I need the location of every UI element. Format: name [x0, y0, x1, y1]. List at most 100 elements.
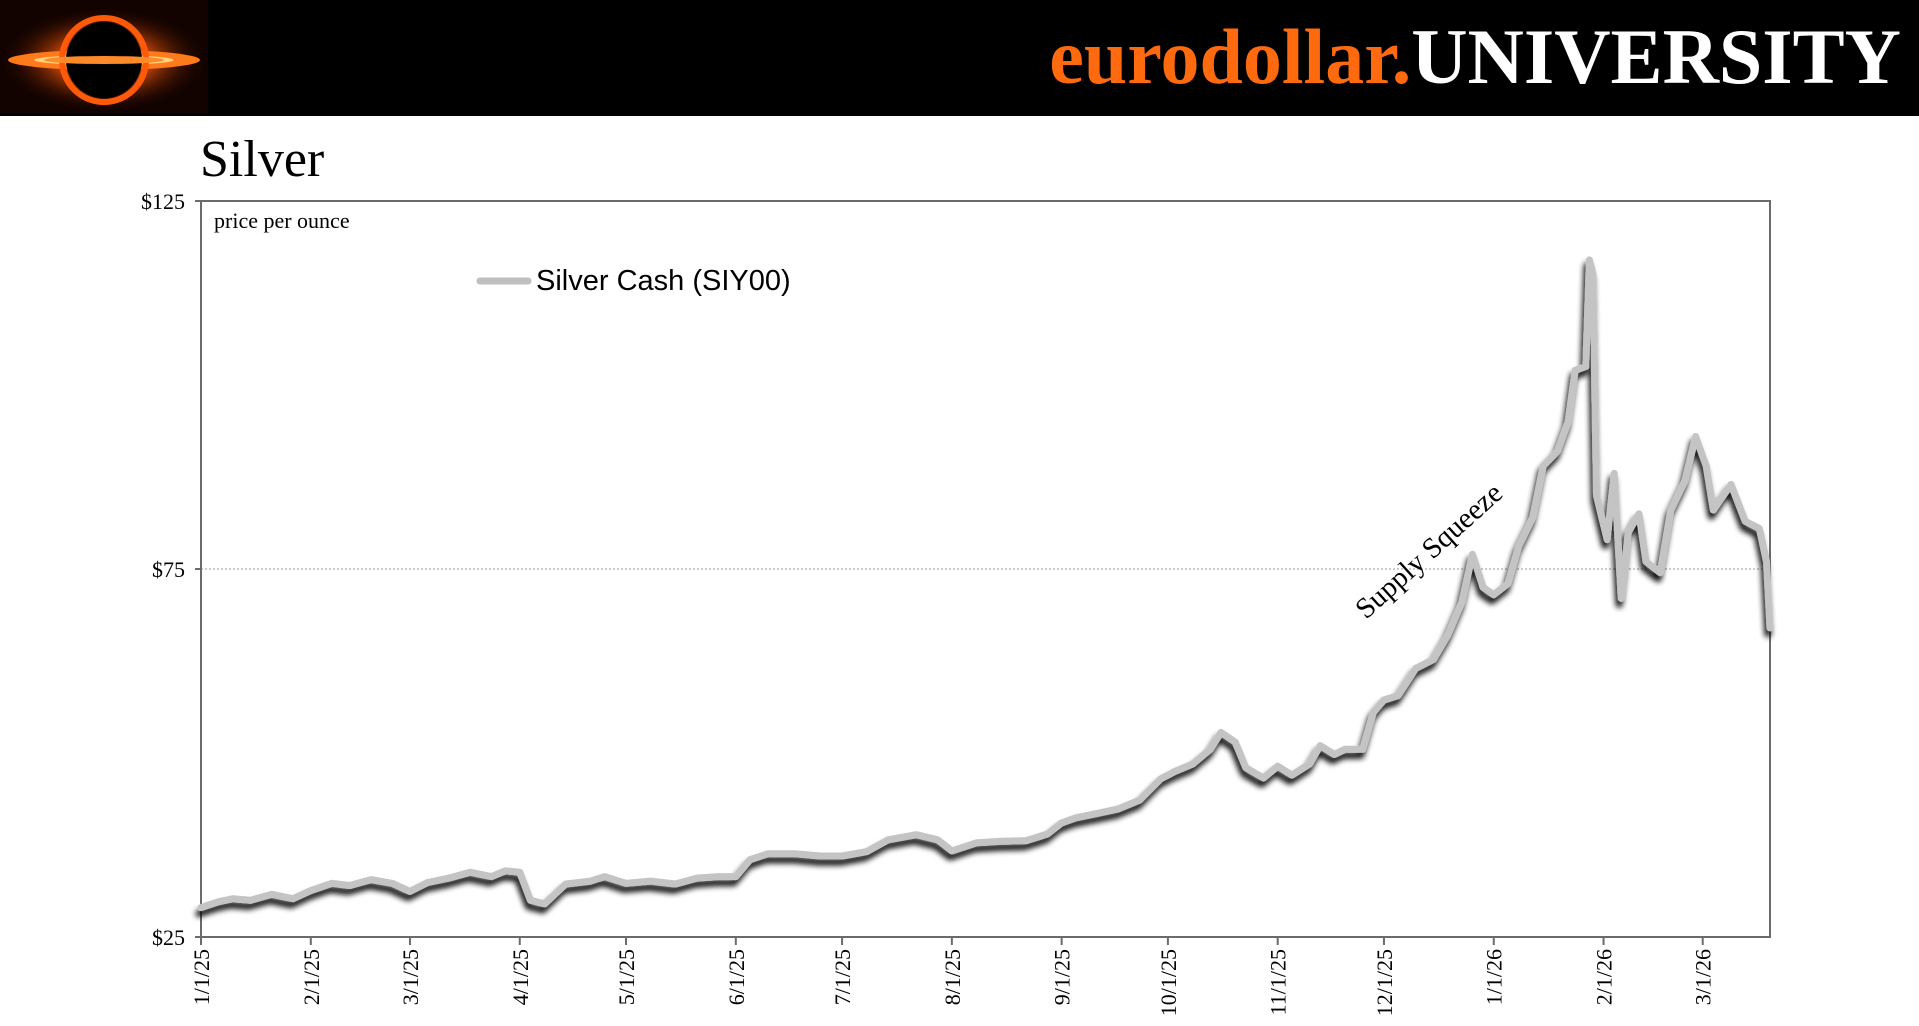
data-point: [229, 895, 236, 902]
data-point: [1742, 518, 1749, 525]
data-point: [1572, 367, 1579, 374]
data-point: [1094, 810, 1101, 817]
data-point: [1317, 742, 1324, 749]
data-point: [1480, 584, 1487, 591]
data-point: [793, 850, 799, 857]
data-point: [1342, 746, 1348, 753]
legend: Silver Cash (SIY00): [476, 265, 791, 297]
data-point: [1023, 837, 1030, 844]
data-point: [1490, 591, 1497, 598]
x-tick-label: 11/1/25: [1266, 949, 1291, 1015]
data-point: [1469, 551, 1476, 558]
data-point: [715, 873, 722, 880]
data-point: [1288, 772, 1295, 779]
data-point: [764, 850, 771, 857]
data-point: [998, 838, 1005, 845]
x-tick-label: 5/1/25: [614, 949, 639, 1005]
data-point: [1207, 746, 1214, 753]
data-point: [1458, 599, 1465, 606]
y-tick-label: $75: [152, 557, 185, 582]
x-tick-label: 9/1/25: [1050, 949, 1075, 1005]
data-point: [1643, 558, 1649, 565]
data-point: [647, 878, 654, 885]
data-point: [290, 895, 297, 902]
data-point: [1515, 543, 1522, 550]
data-point: [1058, 819, 1065, 826]
x-tick-label: 1/1/25: [189, 949, 214, 1005]
data-point: [948, 847, 955, 854]
data-point: [934, 836, 941, 843]
data-point: [541, 900, 548, 907]
data-point: [732, 873, 739, 880]
header-bar: eurodollar.UNIVERSITY: [0, 0, 1919, 116]
y-tick-label: $125: [141, 189, 185, 214]
data-point: [368, 876, 374, 883]
x-tick-label: 4/1/25: [508, 949, 533, 1005]
data-point: [1625, 529, 1632, 536]
data-point: [268, 891, 275, 898]
x-tick-label: 7/1/25: [830, 949, 855, 1005]
data-point: [407, 888, 413, 895]
data-point: [1218, 729, 1224, 736]
data-point: [424, 879, 431, 886]
data-point: [527, 897, 534, 904]
data-point: [329, 880, 335, 887]
data-point: [1172, 768, 1178, 775]
brand-part-2: UNIVERSITY: [1411, 13, 1901, 100]
data-point: [1604, 536, 1611, 543]
data-point: [1657, 569, 1664, 576]
data-point: [623, 880, 629, 887]
data-point: [215, 898, 222, 905]
data-point: [1444, 632, 1451, 639]
data-point: [1242, 764, 1249, 771]
data-point: [1703, 463, 1710, 469]
data-point: [1232, 739, 1239, 745]
data-point: [1667, 507, 1674, 514]
data-point: [1136, 797, 1143, 804]
data-point: [346, 882, 353, 889]
data-point: [1756, 525, 1763, 532]
brand-part-1: eurodollar.: [1049, 13, 1412, 100]
x-tick-label: 6/1/25: [724, 949, 749, 1005]
data-point: [1682, 477, 1688, 484]
x-tick-label: 10/1/25: [1156, 949, 1181, 1016]
data-point: [863, 848, 870, 855]
data-point: [1586, 256, 1593, 263]
data-point: [1554, 448, 1561, 455]
data-point: [1072, 814, 1079, 821]
data-point: [1260, 775, 1267, 781]
data-point: [1692, 433, 1699, 440]
x-tick-label: 3/1/26: [1691, 949, 1716, 1005]
data-point: [502, 867, 509, 874]
data-point: [1274, 763, 1281, 770]
black-hole-logo-icon: [0, 0, 208, 114]
data-point: [1044, 831, 1051, 837]
x-tick-label: 3/1/25: [398, 949, 423, 1005]
page-title: Silver: [200, 131, 325, 188]
data-point: [389, 880, 396, 887]
data-point: [1618, 595, 1625, 602]
data-point: [1589, 271, 1596, 278]
data-point: [1157, 775, 1164, 782]
x-tick-label: 2/1/25: [299, 949, 324, 1005]
x-tick-label: 8/1/25: [940, 949, 965, 1005]
data-point: [1189, 761, 1196, 767]
data-point: [1115, 805, 1122, 812]
data-point: [1540, 463, 1547, 469]
data-point: [516, 869, 523, 876]
data-point: [1582, 363, 1589, 370]
data-point: [488, 873, 495, 880]
data-point: [1710, 507, 1717, 514]
data-point: [1380, 697, 1387, 703]
data-point: [247, 897, 254, 904]
data-point: [913, 831, 920, 838]
data-point: [1529, 514, 1536, 521]
brand-title: eurodollar.UNIVERSITY: [1049, 12, 1901, 102]
data-point: [1306, 761, 1313, 767]
data-point: [1359, 746, 1366, 753]
data-point: [198, 904, 204, 911]
data-point: [562, 881, 569, 887]
data-point: [587, 878, 594, 885]
data-point: [817, 853, 824, 859]
